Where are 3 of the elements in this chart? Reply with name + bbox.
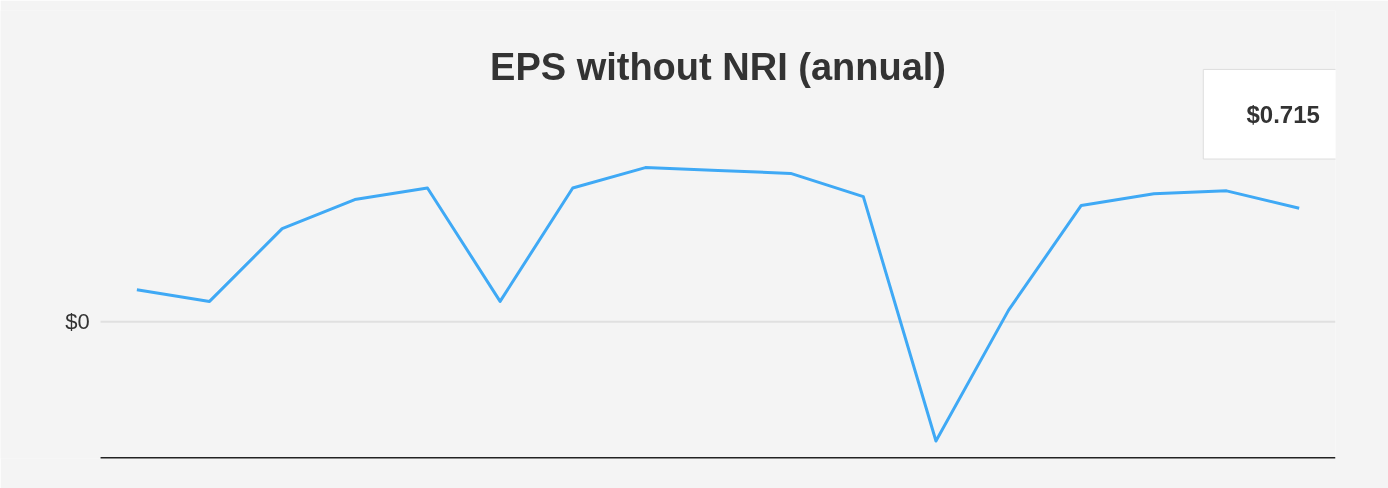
text: $0.715 <box>1246 100 1320 128</box>
ref-line-label: $0 <box>65 309 90 335</box>
chart-title: EPS without NRI (annual) <box>490 45 947 88</box>
